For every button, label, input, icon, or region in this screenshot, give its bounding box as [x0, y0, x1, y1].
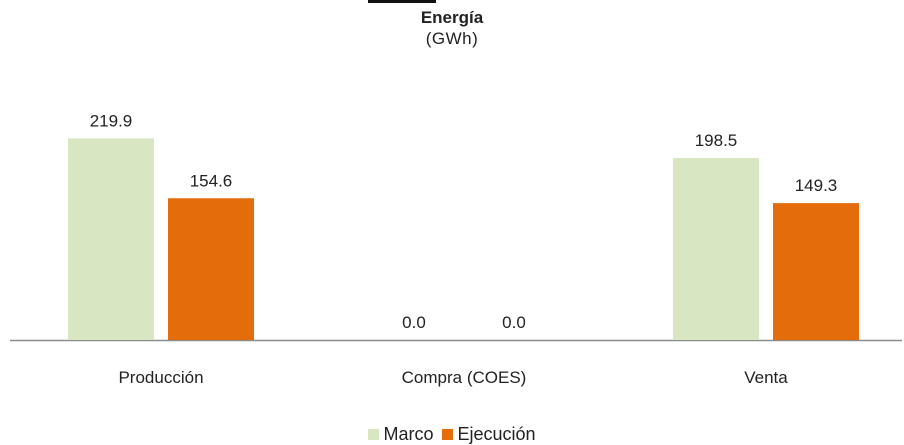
legend-label-ejecucion: Ejecución: [457, 424, 536, 444]
data-label-marco-venta: 198.5: [695, 131, 738, 150]
legend-swatch-ejecucion: [442, 429, 454, 440]
x-tick-label-producci-n: Producción: [118, 368, 203, 387]
bar-ejecucion-venta: [773, 203, 859, 340]
chart-plot-area: 219.9 0.0 198.5 154.6 0.0 149.3 Producción Comp…: [10, 111, 902, 387]
data-label-ejecucion-venta: 149.3: [795, 176, 838, 195]
x-tick-label-compra-coes: Compra (COES): [402, 368, 527, 387]
legend-label-marco: Marco: [383, 424, 434, 444]
data-label-ejecucion-producci-n: 154.6: [190, 171, 233, 190]
chart-subtitle: (GWh): [425, 29, 479, 48]
bar-marco-venta: [673, 158, 759, 340]
bar-ejecucion-producci-n: [168, 198, 254, 340]
legend-swatch-marco: [368, 429, 380, 440]
legend-item-ejecucion: Ejecución: [442, 424, 536, 445]
x-tick-label-venta: Venta: [744, 368, 788, 387]
bar-marco-producci-n: [68, 138, 154, 340]
data-label-marco-producci-n: 219.9: [90, 111, 133, 130]
chart-title: Energía: [420, 8, 484, 27]
chart-legend: Marco Ejecución: [0, 424, 904, 445]
title-rule: [368, 0, 436, 3]
data-label-ejecucion-compra-coes: 0.0: [502, 313, 526, 332]
data-label-marco-compra-coes: 0.0: [402, 313, 426, 332]
legend-item-marco: Marco: [368, 424, 433, 445]
